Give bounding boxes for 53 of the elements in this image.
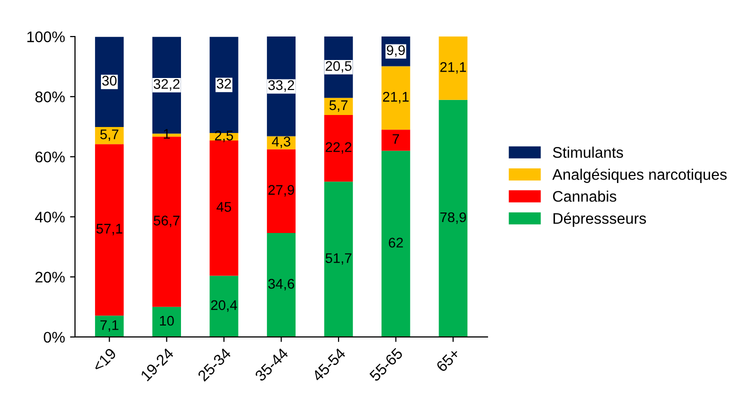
data-label: 21,1 [383, 92, 409, 104]
bar [438, 100, 468, 337]
data-label: 7 [392, 134, 399, 144]
bar [95, 36, 124, 127]
data-label: 27,9 [268, 185, 294, 196]
data-label: 4,3 [272, 136, 290, 148]
y-tick-label: 20% [35, 272, 65, 283]
data-label: 20,4 [211, 300, 238, 312]
y-tick-label: 100% [27, 31, 65, 42]
data-label: 21,1 [440, 62, 466, 74]
bar [266, 233, 296, 337]
y-tick-label: 80% [35, 91, 65, 102]
data-label: 62 [388, 238, 403, 248]
y-tick-label: 0% [44, 332, 65, 343]
bar [95, 316, 124, 337]
bar [438, 36, 468, 100]
legend-label: Cannabis [553, 190, 616, 202]
bar [324, 182, 353, 337]
bar [324, 114, 353, 182]
bar [324, 98, 353, 115]
data-label: 9,9 [386, 45, 405, 57]
data-label: 10 [160, 316, 174, 326]
bar [210, 276, 238, 337]
bar [152, 306, 181, 337]
legend-label: Dépressseurs [554, 212, 646, 227]
data-label: 32 [216, 78, 231, 89]
legend-label: Stimulants [552, 146, 624, 158]
data-label: 45 [216, 202, 232, 212]
y-tick-label: 40% [35, 212, 65, 222]
bar [382, 150, 410, 337]
bar [95, 144, 124, 316]
bar [382, 130, 410, 151]
data-label: 5,7 [329, 100, 348, 112]
data-label: 2,5 [215, 130, 234, 142]
bar [382, 66, 410, 130]
x-tick-label: 65+ [436, 348, 461, 372]
data-label: 56,7 [154, 216, 180, 228]
data-label: 20,5 [326, 61, 352, 73]
data-label: 78,9 [440, 212, 466, 224]
bar [95, 126, 124, 144]
data-label: 22,2 [326, 142, 352, 154]
data-label: 57,1 [96, 224, 122, 236]
data-label: 5,7 [100, 130, 118, 141]
bar [266, 149, 296, 234]
data-label: 33,2 [268, 80, 294, 92]
y-tick-label: 60% [35, 152, 65, 162]
x-tick-label: <19 [92, 348, 117, 372]
data-label: 51,7 [326, 253, 352, 265]
data-label: 7,1 [100, 320, 118, 332]
data-label: 32,2 [154, 79, 180, 91]
data-label: 30 [102, 76, 117, 86]
legend-label: Analgésiques narcotiques [552, 168, 727, 183]
data-label: 34,6 [268, 278, 294, 290]
